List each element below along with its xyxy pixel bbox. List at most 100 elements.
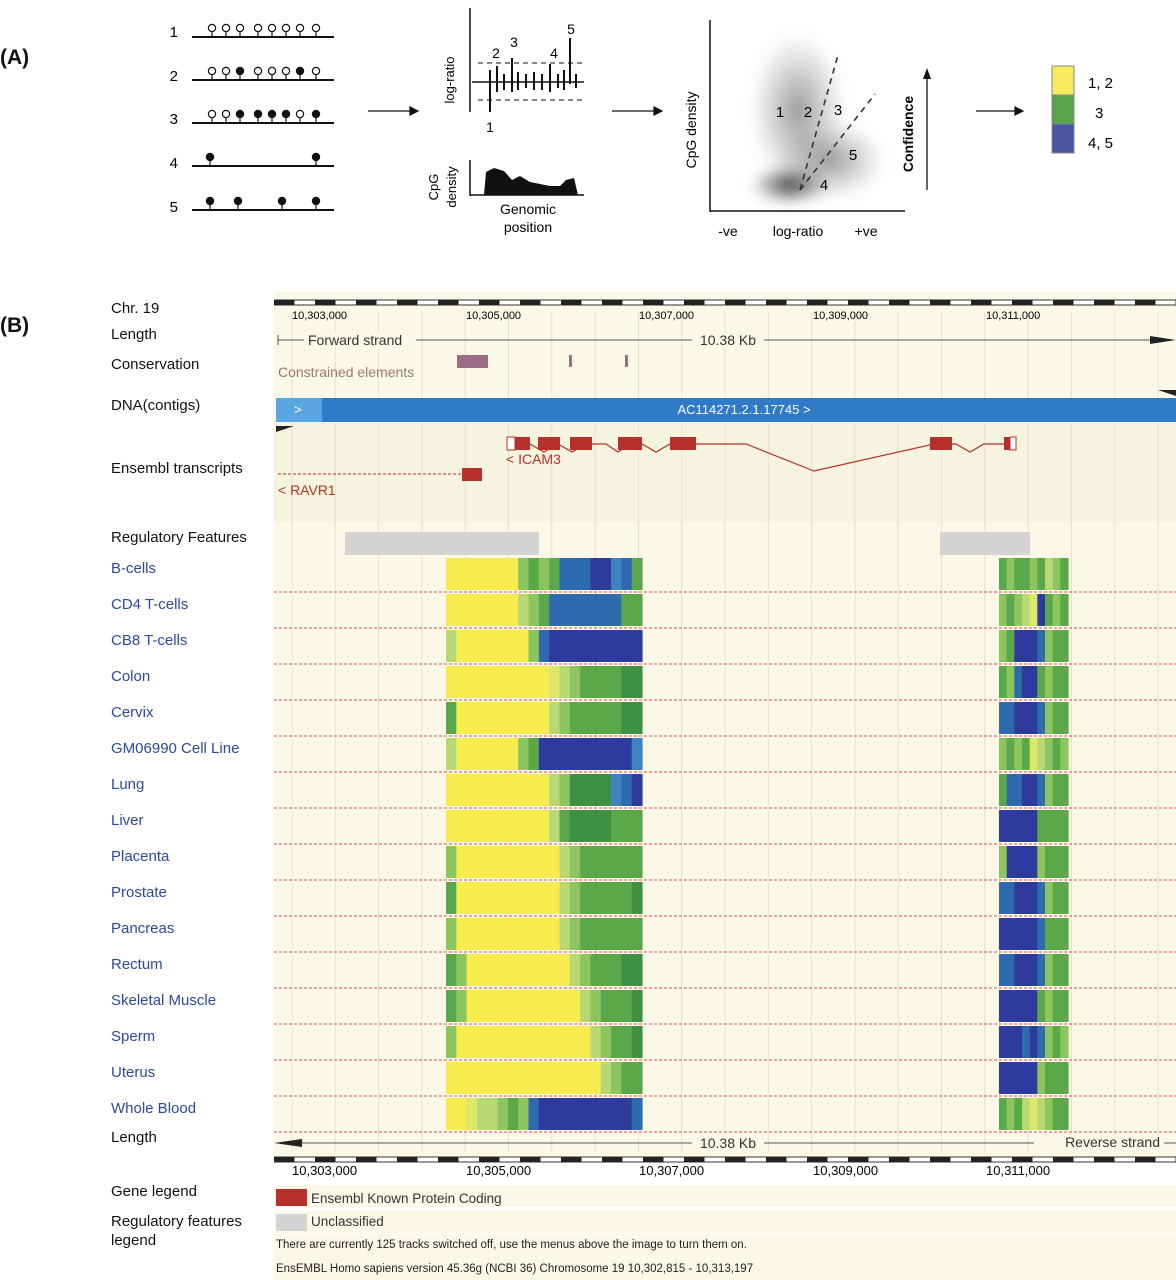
heat-cell (1022, 810, 1031, 842)
heat-cell (559, 882, 571, 914)
logratio-signal (489, 38, 577, 112)
heat-cell (446, 558, 457, 590)
ruler-segment (315, 1157, 336, 1162)
heat-cell (580, 702, 592, 734)
ruler-segment (438, 300, 459, 305)
heat-cell (559, 594, 571, 626)
heat-cell (600, 1098, 612, 1130)
heat-cell (600, 1062, 612, 1094)
heat-cell (1022, 954, 1031, 986)
heat-cell (456, 738, 468, 770)
tissue-label: CD4 T-cells (111, 596, 189, 613)
heat-cell (1029, 882, 1038, 914)
ruler-segment (643, 1157, 664, 1162)
heat-cell (1060, 774, 1069, 806)
heat-cell (1037, 630, 1046, 662)
heat-cell (1052, 882, 1061, 914)
heat-cell (631, 738, 643, 770)
row-number: 1 (170, 24, 178, 41)
heat-cell (611, 666, 622, 698)
ruler-segment (274, 1157, 295, 1162)
heat-cell (999, 1062, 1008, 1094)
constrained-element (569, 355, 572, 367)
heat-cell (600, 630, 612, 662)
unmethylated-cpg (221, 23, 231, 33)
heat-cell (528, 630, 540, 662)
panel-a-label: (A) (0, 46, 30, 69)
heat-cell (621, 810, 633, 842)
heat-cell (621, 1098, 633, 1130)
ruler-segment (561, 1157, 582, 1162)
heat-cell (476, 810, 488, 842)
svg-text:position: position (504, 219, 552, 235)
heat-cell (528, 846, 540, 878)
heat-cell (487, 594, 499, 626)
heat-cell (1006, 990, 1015, 1022)
heat-cell (466, 558, 478, 590)
heat-cell (1029, 630, 1038, 662)
tissue-label: CB8 T-cells (111, 632, 188, 649)
heat-cell (456, 558, 468, 590)
heat-cell (611, 738, 622, 770)
heat-cell (1045, 558, 1054, 590)
heat-cell (1022, 558, 1031, 590)
ruler-segment (643, 300, 664, 305)
heat-cell (1006, 558, 1015, 590)
heat-cell (538, 738, 550, 770)
methylated-cpg (277, 196, 287, 206)
row-number: 3 (170, 111, 178, 128)
heat-cell (538, 1098, 550, 1130)
peak-label: 1 (486, 119, 494, 135)
heat-cell (456, 774, 468, 806)
top-tick: 10,307,000 (639, 310, 694, 322)
heat-cell (1029, 810, 1038, 842)
heat-cell (999, 954, 1008, 986)
heat-cell (621, 738, 633, 770)
heat-cell (999, 1098, 1008, 1130)
heat-cell (476, 1098, 488, 1130)
heat-cell (1052, 1098, 1061, 1130)
heat-cell (497, 954, 509, 986)
heat-cell (569, 1098, 581, 1130)
heat-cell (476, 774, 488, 806)
heat-cell (487, 1062, 499, 1094)
heat-cell (580, 738, 592, 770)
peak-label: 3 (510, 34, 518, 50)
heat-cell (611, 558, 622, 590)
heat-cell (487, 558, 499, 590)
heat-cell (446, 918, 457, 950)
heat-cell (1006, 1062, 1015, 1094)
legend-swatch-blue (1051, 123, 1075, 154)
heat-cell (1052, 702, 1061, 734)
heat-cell (559, 990, 571, 1022)
heat-cell (476, 630, 488, 662)
heat-cell (476, 1026, 488, 1058)
heat-cell (1014, 990, 1023, 1022)
legend-swatch-yellow (1051, 65, 1075, 96)
heat-cell (1052, 738, 1061, 770)
heat-cell (1045, 954, 1054, 986)
contig-start (276, 398, 322, 422)
heat-cell (507, 1062, 519, 1094)
heat-cell (580, 1026, 592, 1058)
heat-cell (497, 810, 509, 842)
heat-cell (631, 630, 643, 662)
heat-cell (507, 882, 519, 914)
genome-browser: 10,303,000 10,305,000 10,307,000 10,309,… (274, 292, 1176, 1280)
heat-cell (1060, 738, 1069, 770)
heat-cell (497, 882, 509, 914)
ruler-segment (930, 1157, 951, 1162)
heat-cell (476, 558, 488, 590)
tracks-note: There are currently 125 tracks switched … (276, 1239, 747, 1251)
heat-cell (456, 954, 468, 986)
heat-cell (446, 1098, 457, 1130)
bottom-tick: 10,305,000 (466, 1163, 531, 1178)
heat-cell (476, 846, 488, 878)
ruler-segment (889, 300, 910, 305)
heat-cell (1029, 918, 1038, 950)
ruler-segment (1135, 300, 1156, 305)
heat-cell (1052, 954, 1061, 986)
heat-cell (621, 990, 633, 1022)
heat-cell (456, 702, 468, 734)
heat-cell (1060, 558, 1069, 590)
